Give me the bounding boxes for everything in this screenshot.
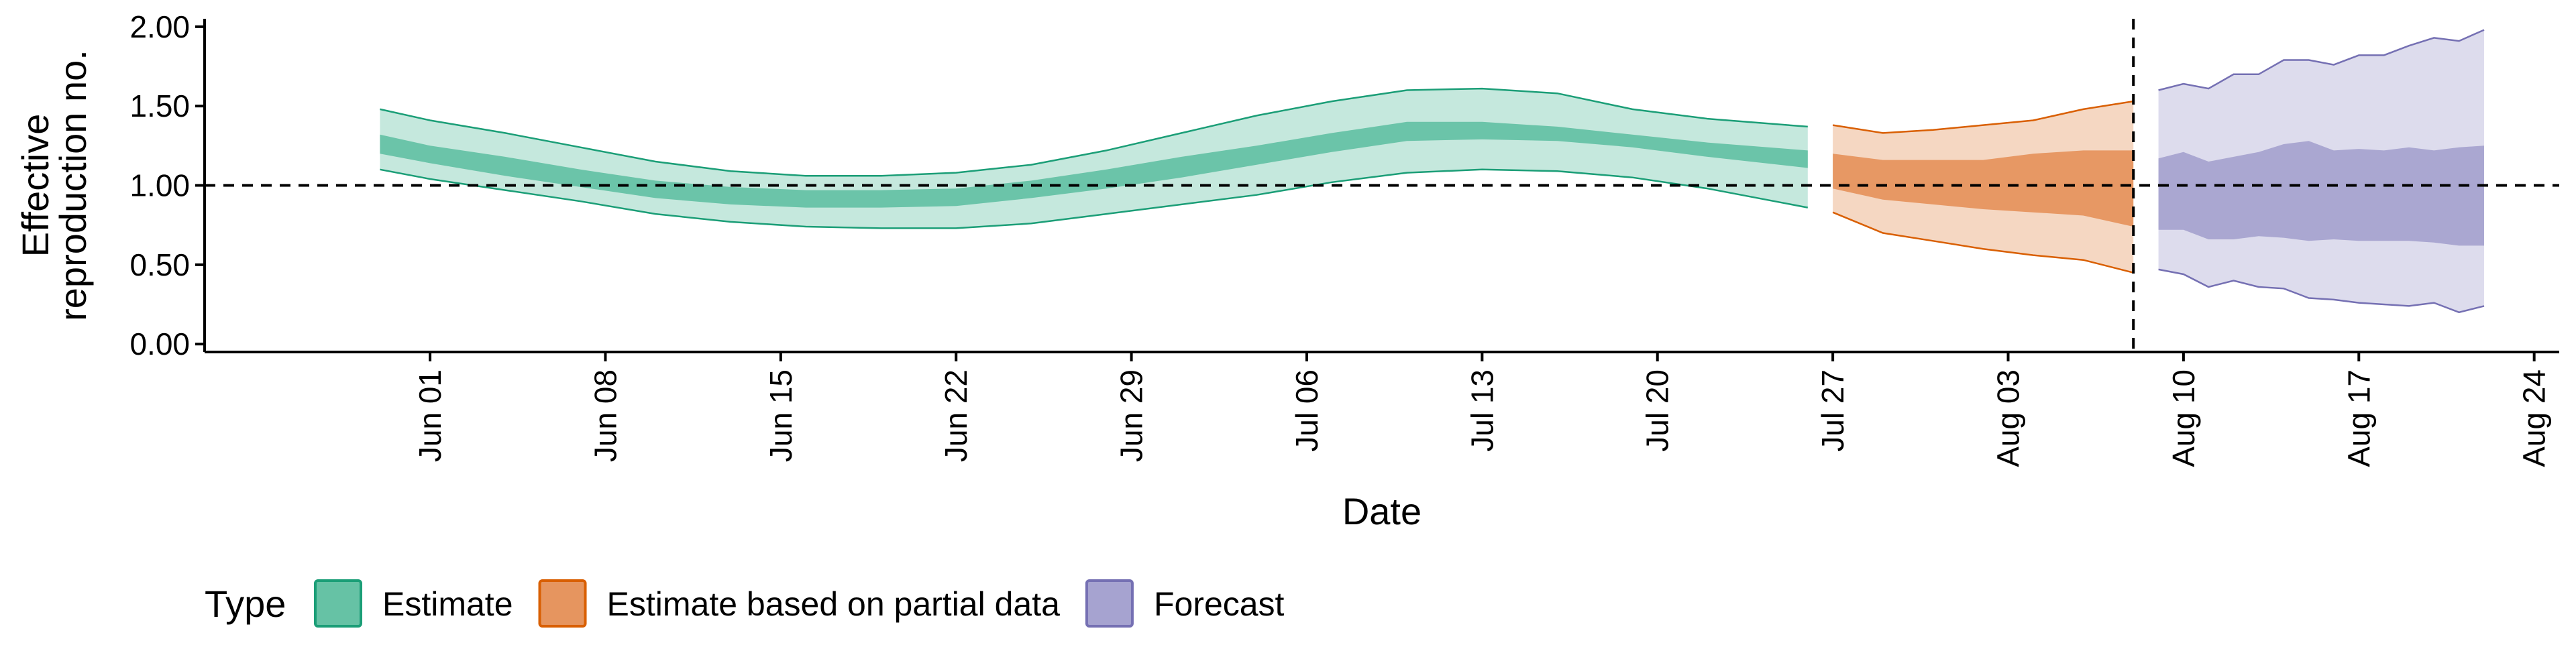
legend-swatch-estimate bbox=[314, 579, 362, 628]
legend-label-forecast: Forecast bbox=[1154, 585, 1285, 623]
series-estimate bbox=[380, 87, 1809, 229]
x-tick-label: Jun 15 bbox=[763, 369, 798, 462]
reference-lines bbox=[205, 19, 2559, 352]
x-axis-title: Date bbox=[1342, 490, 1421, 532]
x-tick-label: Jun 01 bbox=[413, 369, 447, 462]
series-estimate-based-on-partial-data bbox=[1832, 100, 2134, 274]
outline-lower-estimate bbox=[380, 168, 1809, 229]
legend-label-estimate-based-on-partial-data: Estimate based on partial data bbox=[607, 585, 1061, 623]
y-tick-label: 1.50 bbox=[129, 89, 190, 123]
y-tick-label: 0.00 bbox=[129, 327, 190, 361]
outline-lower-forecast bbox=[2158, 268, 2485, 314]
band-50-forecast bbox=[2158, 141, 2484, 246]
outline-upper-estimate bbox=[380, 87, 1808, 177]
x-tick-label: Jul 13 bbox=[1464, 369, 1499, 452]
legend-swatch-forecast bbox=[1085, 579, 1134, 628]
x-tick-label: Jul 20 bbox=[1640, 369, 1675, 452]
legend: Type Estimate Estimate based on partial da… bbox=[205, 579, 1285, 628]
x-tick-label: Jul 27 bbox=[1815, 369, 1850, 452]
x-tick-label: Aug 24 bbox=[2517, 369, 2552, 467]
x-tick-label: Jun 29 bbox=[1114, 369, 1149, 462]
ribbon-layer bbox=[380, 29, 2485, 314]
y-tick-label: 0.50 bbox=[129, 247, 190, 282]
y-axis-title-line: reproduction no. bbox=[52, 50, 94, 321]
band-90-estimate bbox=[380, 89, 1808, 229]
legend-label-estimate: Estimate bbox=[382, 585, 513, 623]
band-50-estimate-based-on-partial-data bbox=[1833, 150, 2134, 227]
outline-upper-estimate-based-on-partial-data bbox=[1832, 100, 2134, 134]
x-tick-label: Aug 17 bbox=[2341, 369, 2376, 467]
outline-lower-estimate-based-on-partial-data bbox=[1832, 211, 2134, 274]
x-tick-label: Aug 10 bbox=[2166, 369, 2201, 467]
legend-swatch-estimate-based-on-partial-data bbox=[538, 579, 587, 628]
y-tick-label: 2.00 bbox=[129, 9, 190, 44]
x-tick-label: Jul 06 bbox=[1289, 369, 1324, 452]
y-tick-label: 1.00 bbox=[129, 168, 190, 203]
series-forecast bbox=[2158, 29, 2485, 314]
x-tick-label: Jun 22 bbox=[938, 369, 973, 462]
x-tick-label: Aug 03 bbox=[1991, 369, 2026, 467]
x-tick-label: Jun 08 bbox=[588, 369, 623, 462]
y-axis-title: Effectivereproduction no. bbox=[14, 50, 94, 321]
axes: 0.00 0.50 1.00 1.50 2.00 Jun 01 Jun 08 Jun 15 Ju… bbox=[14, 9, 2559, 532]
legend-title: Type bbox=[205, 583, 286, 625]
outline-upper-forecast bbox=[2158, 29, 2485, 91]
y-axis-title-line: Effective bbox=[14, 114, 56, 257]
